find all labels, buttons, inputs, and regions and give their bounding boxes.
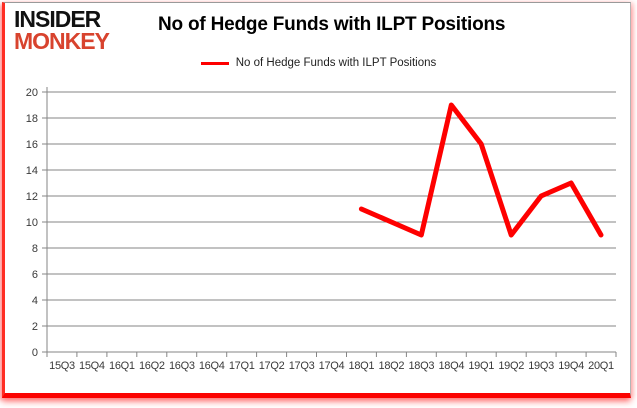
- x-tick-label: 18Q1: [349, 360, 375, 372]
- x-tick-label: 16Q3: [169, 360, 195, 372]
- legend-label: No of Hedge Funds with ILPT Positions: [235, 57, 437, 69]
- series-line: [358, 102, 604, 238]
- x-tick-label: 17Q4: [319, 360, 345, 372]
- x-tick-label: 19Q3: [528, 360, 554, 372]
- x-tick-label: 16Q1: [109, 360, 135, 372]
- x-tick-label: 16Q4: [199, 360, 225, 372]
- x-tick-label: 17Q1: [229, 360, 255, 372]
- x-tick-label: 15Q4: [79, 360, 105, 372]
- y-tick-label: 6: [32, 269, 38, 281]
- x-tick-label: 15Q3: [49, 360, 75, 372]
- x-tick-label: 20Q1: [588, 360, 614, 372]
- page-title: No of Hedge Funds with ILPT Positions: [158, 14, 506, 35]
- x-tick-label: 18Q2: [379, 360, 405, 372]
- y-tick-label: 20: [26, 87, 38, 99]
- logo-text-insider: INSIDER: [14, 6, 101, 32]
- y-axis-labels: 0 2 4 6 8 10 12 14 16 18 20: [26, 87, 38, 359]
- x-axis-labels: 15Q3 15Q4 16Q1 16Q2 16Q3 16Q4 17Q1 17Q2 17Q3 17Q4…: [49, 360, 614, 372]
- gridlines: [47, 91, 616, 353]
- y-tick-label: 8: [32, 243, 38, 255]
- y-tick-label: 14: [26, 165, 38, 177]
- y-tick-label: 12: [26, 191, 38, 203]
- y-tick-label: 4: [32, 295, 38, 307]
- y-tick-label: 18: [26, 113, 38, 125]
- x-tick-label: 16Q2: [139, 360, 165, 372]
- x-tick-label: 19Q2: [498, 360, 524, 372]
- x-tick-label: 17Q2: [259, 360, 285, 372]
- insider-monkey-logo: INSIDER MONKEY: [14, 6, 110, 54]
- x-tick-label: 19Q1: [468, 360, 494, 372]
- logo-text-monkey: MONKEY: [14, 28, 110, 54]
- y-tick-label: 10: [26, 217, 38, 229]
- x-tick-label: 17Q3: [289, 360, 315, 372]
- legend-line-icon: [200, 61, 229, 65]
- x-tick-label: 18Q3: [408, 360, 434, 372]
- chart-legend: No of Hedge Funds with ILPT Positions: [0, 54, 637, 72]
- x-tick-label: 18Q4: [438, 360, 464, 372]
- y-tick-label: 16: [26, 139, 38, 151]
- y-tick-label: 2: [32, 321, 38, 333]
- axes: [42, 87, 617, 357]
- y-tick-label: 0: [32, 347, 38, 359]
- x-tick-label: 19Q4: [558, 360, 584, 372]
